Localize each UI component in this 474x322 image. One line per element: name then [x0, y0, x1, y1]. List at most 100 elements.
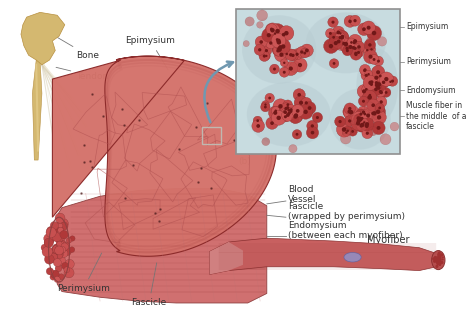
Polygon shape — [210, 242, 243, 274]
Circle shape — [356, 118, 370, 132]
Circle shape — [365, 91, 374, 99]
Circle shape — [346, 129, 349, 132]
Circle shape — [252, 120, 264, 132]
Circle shape — [372, 121, 385, 135]
Circle shape — [275, 113, 283, 122]
Circle shape — [326, 28, 335, 38]
Text: Epimysium: Epimysium — [406, 22, 448, 31]
Circle shape — [266, 117, 278, 129]
Circle shape — [57, 241, 62, 247]
Circle shape — [283, 110, 287, 114]
Circle shape — [50, 252, 56, 259]
Circle shape — [284, 107, 288, 110]
Circle shape — [370, 83, 382, 96]
Circle shape — [438, 261, 440, 263]
Circle shape — [305, 49, 309, 52]
Circle shape — [57, 244, 63, 250]
Circle shape — [375, 103, 384, 113]
Circle shape — [65, 259, 74, 269]
Circle shape — [263, 54, 266, 58]
Circle shape — [56, 249, 63, 255]
Circle shape — [363, 75, 378, 90]
Circle shape — [438, 263, 441, 266]
Circle shape — [365, 122, 369, 126]
Ellipse shape — [242, 15, 316, 84]
Circle shape — [439, 260, 441, 262]
Circle shape — [300, 50, 303, 54]
Circle shape — [382, 80, 385, 84]
Circle shape — [436, 257, 439, 260]
Circle shape — [437, 259, 439, 261]
Circle shape — [328, 17, 338, 27]
Circle shape — [354, 52, 357, 55]
Circle shape — [354, 114, 365, 126]
Circle shape — [259, 51, 270, 62]
Circle shape — [294, 96, 308, 109]
Circle shape — [58, 227, 64, 233]
Circle shape — [373, 58, 375, 61]
Circle shape — [56, 238, 65, 247]
Circle shape — [376, 126, 381, 130]
Circle shape — [287, 113, 290, 115]
Circle shape — [438, 260, 439, 261]
Text: Endomysium: Endomysium — [406, 86, 456, 95]
Circle shape — [55, 225, 64, 234]
Circle shape — [329, 33, 338, 42]
Circle shape — [375, 71, 385, 81]
Circle shape — [343, 105, 356, 118]
Circle shape — [350, 43, 361, 54]
Circle shape — [372, 81, 383, 92]
Circle shape — [352, 111, 365, 125]
Ellipse shape — [330, 89, 391, 149]
Circle shape — [363, 90, 377, 104]
Circle shape — [287, 50, 299, 61]
Circle shape — [437, 253, 440, 256]
Circle shape — [285, 53, 288, 55]
Circle shape — [366, 80, 376, 90]
Circle shape — [376, 84, 379, 86]
Circle shape — [362, 21, 375, 34]
Circle shape — [390, 122, 399, 131]
Circle shape — [261, 102, 270, 112]
Circle shape — [290, 110, 292, 113]
Circle shape — [281, 44, 285, 49]
Circle shape — [332, 35, 345, 48]
Circle shape — [273, 43, 286, 56]
Circle shape — [270, 28, 273, 31]
Circle shape — [55, 246, 62, 253]
Circle shape — [437, 258, 438, 260]
Circle shape — [369, 54, 379, 64]
Circle shape — [363, 69, 366, 72]
Circle shape — [261, 45, 272, 56]
Circle shape — [437, 255, 441, 258]
Circle shape — [353, 42, 356, 44]
Circle shape — [272, 42, 287, 56]
Circle shape — [374, 88, 378, 91]
Circle shape — [273, 111, 277, 115]
Circle shape — [298, 63, 302, 67]
Circle shape — [437, 263, 439, 265]
Circle shape — [351, 130, 354, 133]
Circle shape — [56, 247, 62, 253]
Text: Muscle fiber in
the middle  of a
fascicle: Muscle fiber in the middle of a fascicle — [406, 101, 466, 131]
Polygon shape — [210, 238, 440, 274]
Circle shape — [293, 89, 305, 101]
Circle shape — [58, 246, 65, 253]
Circle shape — [286, 106, 296, 117]
Circle shape — [294, 113, 298, 118]
Circle shape — [278, 48, 281, 52]
Circle shape — [341, 43, 353, 54]
Circle shape — [287, 111, 291, 115]
Circle shape — [364, 50, 377, 63]
Circle shape — [283, 102, 293, 113]
Circle shape — [62, 262, 69, 270]
Circle shape — [337, 45, 344, 51]
Circle shape — [344, 103, 356, 114]
Circle shape — [48, 237, 54, 244]
Circle shape — [272, 107, 280, 115]
Circle shape — [367, 108, 378, 119]
Circle shape — [55, 256, 65, 266]
Circle shape — [70, 236, 75, 241]
Circle shape — [262, 137, 270, 146]
Circle shape — [296, 46, 307, 58]
